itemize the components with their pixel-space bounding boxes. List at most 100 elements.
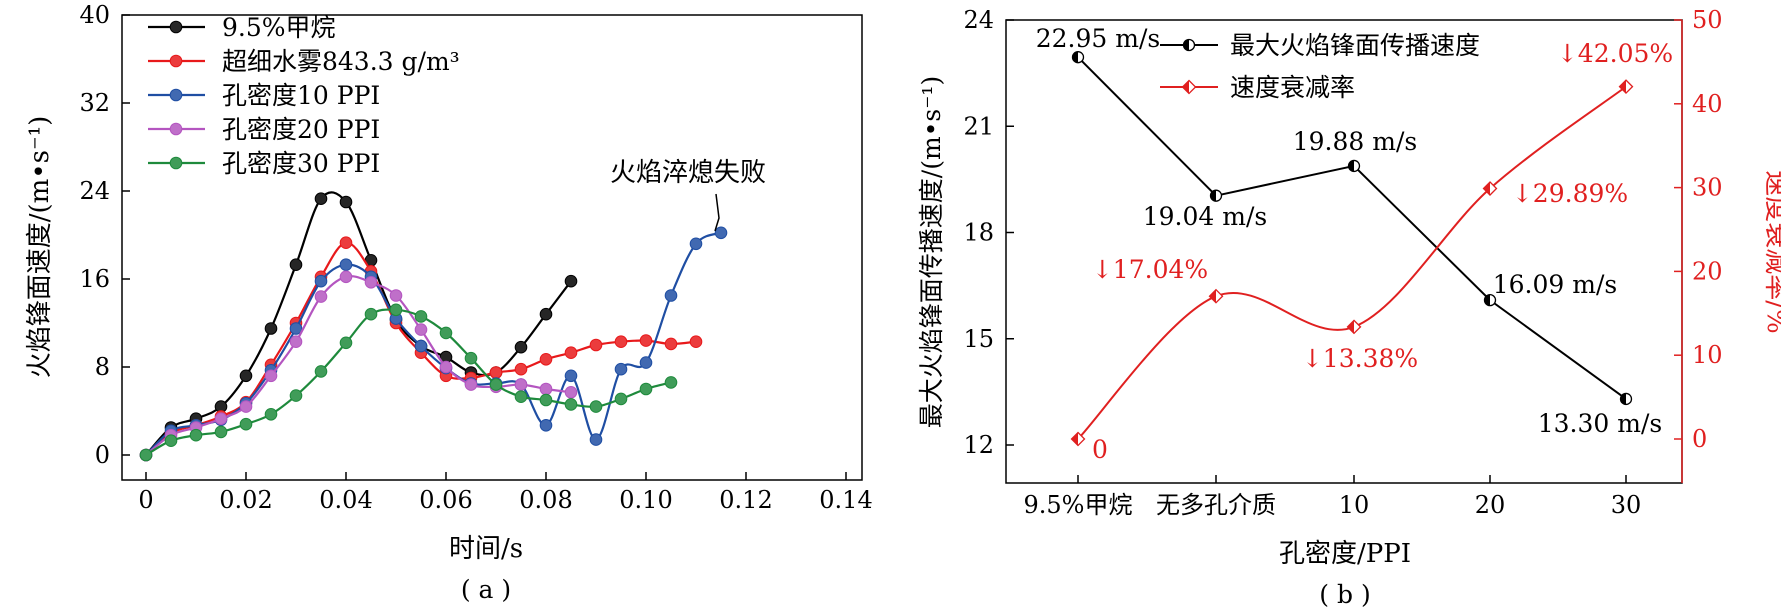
chart-a-y-tick-label: 8	[95, 353, 110, 381]
chart-a-data-point	[564, 274, 578, 288]
chart-a-data-point	[314, 365, 328, 378]
chart-a-data-point	[314, 274, 328, 288]
chart-b-speed-data-label: 13.30 m/s	[1538, 409, 1662, 438]
chart-a-data-point	[489, 378, 503, 391]
chart-a-data-point	[339, 270, 353, 284]
chart-b-series: 22.95 m/s 19.04 m/s 19.88 m/s 16.09 m/s 13.3…	[1036, 24, 1673, 464]
chart-b-decay-point-half	[1483, 182, 1490, 196]
chart-a-data-point	[239, 417, 253, 431]
chart-a-data-point	[614, 392, 628, 406]
chart-a-data-point	[614, 362, 628, 376]
chart-a-data-point	[564, 398, 578, 411]
chart-a-data-point	[314, 192, 328, 205]
chart-a-series-line	[145, 231, 722, 456]
chart-a-data-point	[339, 195, 353, 209]
chart-a: 0 0.02 0.04 0.06 0.08 0.10 0.12 0.140816243240 …	[25, 1, 873, 604]
chart-a-data-point	[264, 369, 278, 383]
chart-b-x-tick-label: 10	[1339, 491, 1370, 519]
chart-b-legend-marker-half	[1183, 39, 1189, 51]
chart-b-y2-tick-label: 20	[1692, 257, 1723, 285]
chart-b-legend-label: 速度衰减率	[1230, 73, 1355, 102]
chart-a-legend-label: 孔密度20 PPI	[222, 115, 380, 144]
chart-a-data-point	[639, 334, 653, 347]
chart-a-data-point	[464, 378, 478, 391]
chart-a-data-point	[239, 369, 253, 383]
chart-b-decay-data-label: ↓17.04%	[1092, 255, 1208, 284]
chart-a-data-point	[289, 258, 303, 272]
chart-a-data-point	[439, 326, 453, 340]
chart-a-legend-label: 9.5%甲烷	[222, 13, 336, 42]
chart-a-data-point	[589, 433, 603, 446]
chart-a-data-point	[439, 360, 453, 374]
chart-a-data-point	[664, 289, 678, 302]
chart-b-legend-marker-half	[1182, 80, 1189, 94]
chart-b: 9.5%甲烷 无多孔介质 10 20 30 12 15 18 21 24 0 10 20 30 40 50 2…	[917, 6, 1781, 609]
chart-a-data-point	[214, 412, 228, 426]
chart-a-data-point	[589, 338, 603, 352]
chart-a-legend-label: 孔密度30 PPI	[222, 149, 380, 178]
chart-a-legend-marker	[169, 88, 183, 102]
chart-b-y2-tick-label: 0	[1692, 425, 1707, 453]
chart-a-data-point	[514, 378, 528, 391]
chart-a-data-point	[314, 290, 328, 303]
chart-b-y-tick-label: 24	[963, 6, 994, 34]
chart-a-data-point	[289, 335, 303, 349]
chart-a-legend-marker	[169, 54, 183, 68]
chart-a-y-tick-label: 16	[79, 265, 110, 293]
chart-b-decay-point-half	[1209, 289, 1216, 303]
chart-a-legend-marker	[169, 122, 183, 136]
chart-a-data-point	[414, 323, 428, 336]
chart-b-x-tick-label: 9.5%甲烷	[1024, 491, 1133, 519]
chart-a-data-point	[514, 390, 528, 404]
chart-a-data-point	[514, 362, 528, 376]
chart-a-frame	[121, 14, 863, 481]
chart-b-y2-tick-label: 30	[1692, 174, 1723, 202]
chart-a-y-tick-label: 40	[79, 1, 110, 29]
chart-b-y-tick-label: 12	[963, 431, 994, 459]
chart-a-x-tick-label: 0.12	[719, 486, 772, 514]
chart-a-data-point	[539, 307, 553, 321]
chart-b-decay-data-label: 0	[1092, 435, 1108, 464]
chart-a-data-point	[464, 351, 478, 365]
chart-b-decay-data-label: ↓29.89%	[1512, 179, 1628, 208]
chart-a-data-point	[239, 400, 253, 413]
chart-b-speed-series: 22.95 m/s 19.04 m/s 19.88 m/s 16.09 m/s 13.3…	[1036, 24, 1662, 438]
chart-b-x-tick-label: 30	[1611, 491, 1642, 519]
chart-a-panel-label: ( a )	[461, 575, 511, 604]
chart-b-decay-data-label: ↓13.38%	[1302, 344, 1418, 373]
chart-a-data-point	[339, 236, 353, 249]
chart-b-decay-point-half	[1347, 320, 1354, 334]
chart-a-annotation-leader	[714, 193, 720, 232]
chart-b-decay-series: 0 ↓17.04% ↓13.38% ↓29.89% ↓42.05%	[1070, 39, 1673, 464]
chart-b-x-tick-label: 20	[1475, 491, 1506, 519]
chart-a-annotation: 火焰淬熄失败	[610, 158, 766, 232]
chart-a-data-point	[639, 382, 653, 396]
chart-b-decay-point-half	[1071, 432, 1078, 446]
chart-a-y-tick-label: 32	[79, 89, 110, 117]
chart-a-data-point	[164, 434, 178, 448]
chart-a-data-point	[189, 428, 203, 442]
chart-a-data-point	[564, 386, 578, 399]
chart-a-data-point	[264, 322, 278, 335]
chart-a-x-tick-label: 0.10	[619, 486, 672, 514]
chart-a-data-point	[364, 276, 378, 289]
chart-a-data-point	[514, 340, 528, 354]
chart-b-x-axis-label: 孔密度/PPI	[1279, 539, 1411, 569]
chart-a-data-point	[139, 448, 153, 462]
chart-b-panel-label: ( b )	[1319, 580, 1370, 609]
chart-a-data-point	[664, 376, 678, 389]
chart-a-data-point	[389, 289, 403, 302]
chart-a-x-tick-label: 0.14	[819, 486, 872, 514]
chart-b-speed-point-half	[1620, 393, 1626, 405]
chart-b-y2-tick-label: 40	[1692, 90, 1723, 118]
chart-b-speed-data-label: 16.09 m/s	[1493, 270, 1617, 299]
chart-a-x-tick-label: 0.04	[319, 486, 372, 514]
chart-a-series	[139, 191, 728, 462]
chart-a-x-tick-label: 0.08	[519, 486, 572, 514]
chart-a-data-point	[389, 303, 403, 317]
chart-a-legend-label: 超细水雾843.3 g/m³	[222, 47, 460, 76]
chart-a-data-point	[414, 339, 428, 353]
chart-b-y-tick-label: 18	[963, 219, 994, 247]
chart-a-series-4	[139, 270, 578, 462]
